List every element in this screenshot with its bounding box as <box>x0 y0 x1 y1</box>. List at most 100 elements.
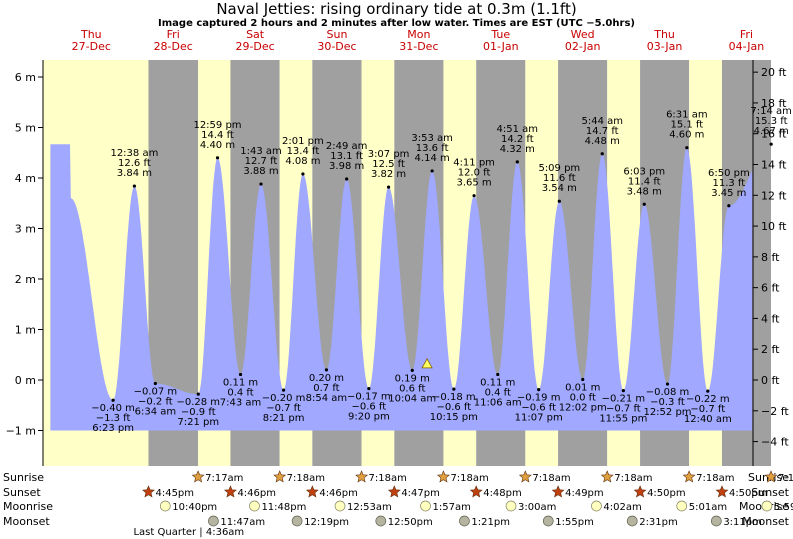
sunset-time: 4:46pm <box>237 488 276 499</box>
low-tide-time: 12:02 pm <box>559 402 607 413</box>
sunset-icon <box>223 485 237 498</box>
right-axis-tick-label: 6 ft <box>761 282 780 295</box>
high-tide-time: 12:59 pm <box>193 120 241 131</box>
right-axis-tick-label: 16 ft <box>761 128 787 141</box>
right-axis-tick-label: 8 ft <box>761 251 780 264</box>
high-tide-time: 4:11 pm <box>453 158 495 169</box>
low-tide-feet: −0.9 ft <box>181 407 216 418</box>
low-tide-feet: 0.4 ft <box>485 387 511 398</box>
moonset-time: 11:47am <box>220 517 265 528</box>
moonrise-icon <box>249 500 260 512</box>
high-tide-meters: 4.08 m <box>285 156 320 167</box>
high-tide-feet: 15.1 ft <box>670 120 703 131</box>
sunrise-time: 7:18am <box>287 473 325 484</box>
low-tide-time: 10:04 am <box>388 393 436 404</box>
low-tide-point <box>706 389 710 393</box>
low-tide-feet: −1.3 ft <box>96 413 131 424</box>
moonrise-time: 5:59am <box>774 502 793 513</box>
day-date: 31-Dec <box>399 40 438 53</box>
low-tide-point <box>367 386 371 391</box>
row-label-left-sunset: Sunset <box>3 486 41 499</box>
row-label-left-moonset: Moonset <box>3 515 50 528</box>
left-axis-tick-label: 5 m <box>15 122 36 135</box>
row-label-right-sunset: Sunset <box>751 486 789 499</box>
day-headers: Thu27-DecFri28-DecSat29-DecSun30-DecMon3… <box>72 28 765 53</box>
high-tide-feet: 12.6 ft <box>118 158 151 169</box>
moonset-time: 12:50pm <box>388 517 433 528</box>
low-tide-point <box>238 372 243 377</box>
low-tide-meters: −0.08 m <box>646 387 690 398</box>
high-tide-point <box>557 199 561 203</box>
moonset-icon <box>459 515 470 527</box>
high-tide-feet: 14.4 ft <box>201 130 234 141</box>
low-tide-point <box>324 368 329 372</box>
sunrise-time: 7:18am <box>778 473 793 484</box>
day-name: Thu <box>80 28 102 41</box>
high-tide-feet: 11.4 ft <box>628 176 661 187</box>
sunset-time: 4:45pm <box>155 488 194 499</box>
high-tide-meters: 3.82 m <box>371 169 406 180</box>
high-tide-feet: 12.0 ft <box>458 168 491 179</box>
high-tide-feet: 12.7 ft <box>245 156 278 167</box>
low-tide-feet: −0.6 ft <box>436 402 471 413</box>
low-tide-time: 6:34 am <box>135 407 177 418</box>
high-tide-point <box>769 142 773 146</box>
high-tide-time: 5:44 am <box>581 116 623 127</box>
high-tide-meters: 4.67 m <box>754 126 789 137</box>
sunrise-icon <box>273 470 287 483</box>
sunset-time: 4:48pm <box>483 488 522 499</box>
low-tide-meters: 0.11 m <box>480 377 515 388</box>
day-date: 03-Jan <box>647 40 683 53</box>
high-tide-point <box>472 194 476 198</box>
low-tide-point <box>581 377 585 382</box>
moonset-time: 1:55pm <box>555 517 594 528</box>
moonrise-icon <box>159 500 171 512</box>
high-tide-time: 3:07 pm <box>368 149 410 160</box>
low-tide-meters: −0.19 m <box>517 393 561 404</box>
sunrise-time: 7:17am <box>205 473 243 484</box>
moonrise-time: 11:48pm <box>261 502 306 513</box>
low-tide-time: 12:40 am <box>684 414 732 425</box>
day-date: 27-Dec <box>72 40 111 53</box>
sunrise-icon <box>682 470 696 483</box>
low-tide-point <box>281 388 286 392</box>
right-axis-tick-label: −2 ft <box>761 405 789 418</box>
high-tide-meters: 3.65 m <box>456 178 491 189</box>
sunset-time: 4:50pm <box>729 488 768 499</box>
sunrise-icon <box>600 470 614 483</box>
chart-title: Naval Jetties: rising ordinary tide at 0… <box>216 0 577 18</box>
high-tide-meters: 3.54 m <box>542 183 577 194</box>
high-tide-feet: 12.5 ft <box>372 159 405 170</box>
high-tide-point <box>386 185 391 189</box>
low-tide-feet: −0.2 ft <box>138 397 173 408</box>
high-tide-time: 3:53 am <box>411 133 453 144</box>
moonrise-icon <box>591 500 602 512</box>
low-tide-time: 6:23 pm <box>92 423 134 434</box>
high-tide-point <box>132 184 136 188</box>
high-tide-time: 4:51 am <box>497 124 539 135</box>
sunrise-icon <box>764 470 778 483</box>
high-tide-feet: 11.6 ft <box>543 173 576 184</box>
day-name: Mon <box>407 28 430 41</box>
sunset-time: 4:46pm <box>319 488 358 499</box>
row-label-left-sunrise: Sunrise <box>3 471 44 484</box>
low-tide-feet: −0.7 ft <box>606 404 641 415</box>
sunset-icon <box>715 485 729 498</box>
high-tide-meters: 4.48 m <box>585 136 620 147</box>
high-tide-point <box>215 156 220 160</box>
right-axis-tick-label: 2 ft <box>761 343 780 356</box>
high-tide-meters: 3.88 m <box>243 166 278 177</box>
right-axis-tick-label: 14 ft <box>761 159 787 172</box>
high-tide-point <box>345 177 349 181</box>
moonset-icon <box>626 515 638 527</box>
right-axis-tick-label: −4 ft <box>761 436 789 449</box>
low-tide-meters: −0.21 m <box>602 394 646 405</box>
moonrise-icon <box>334 500 346 512</box>
moonrise-time: 1:57am <box>433 502 471 513</box>
low-tide-meters: −0.40 m <box>91 403 135 414</box>
right-axis-tick-label: 20 ft <box>761 66 787 79</box>
left-axis-tick-label: 3 m <box>15 223 36 236</box>
high-tide-time: 6:03 pm <box>623 166 665 177</box>
left-axis-tick-label: 6 m <box>15 71 36 84</box>
low-tide-time: 10:15 pm <box>430 412 478 423</box>
